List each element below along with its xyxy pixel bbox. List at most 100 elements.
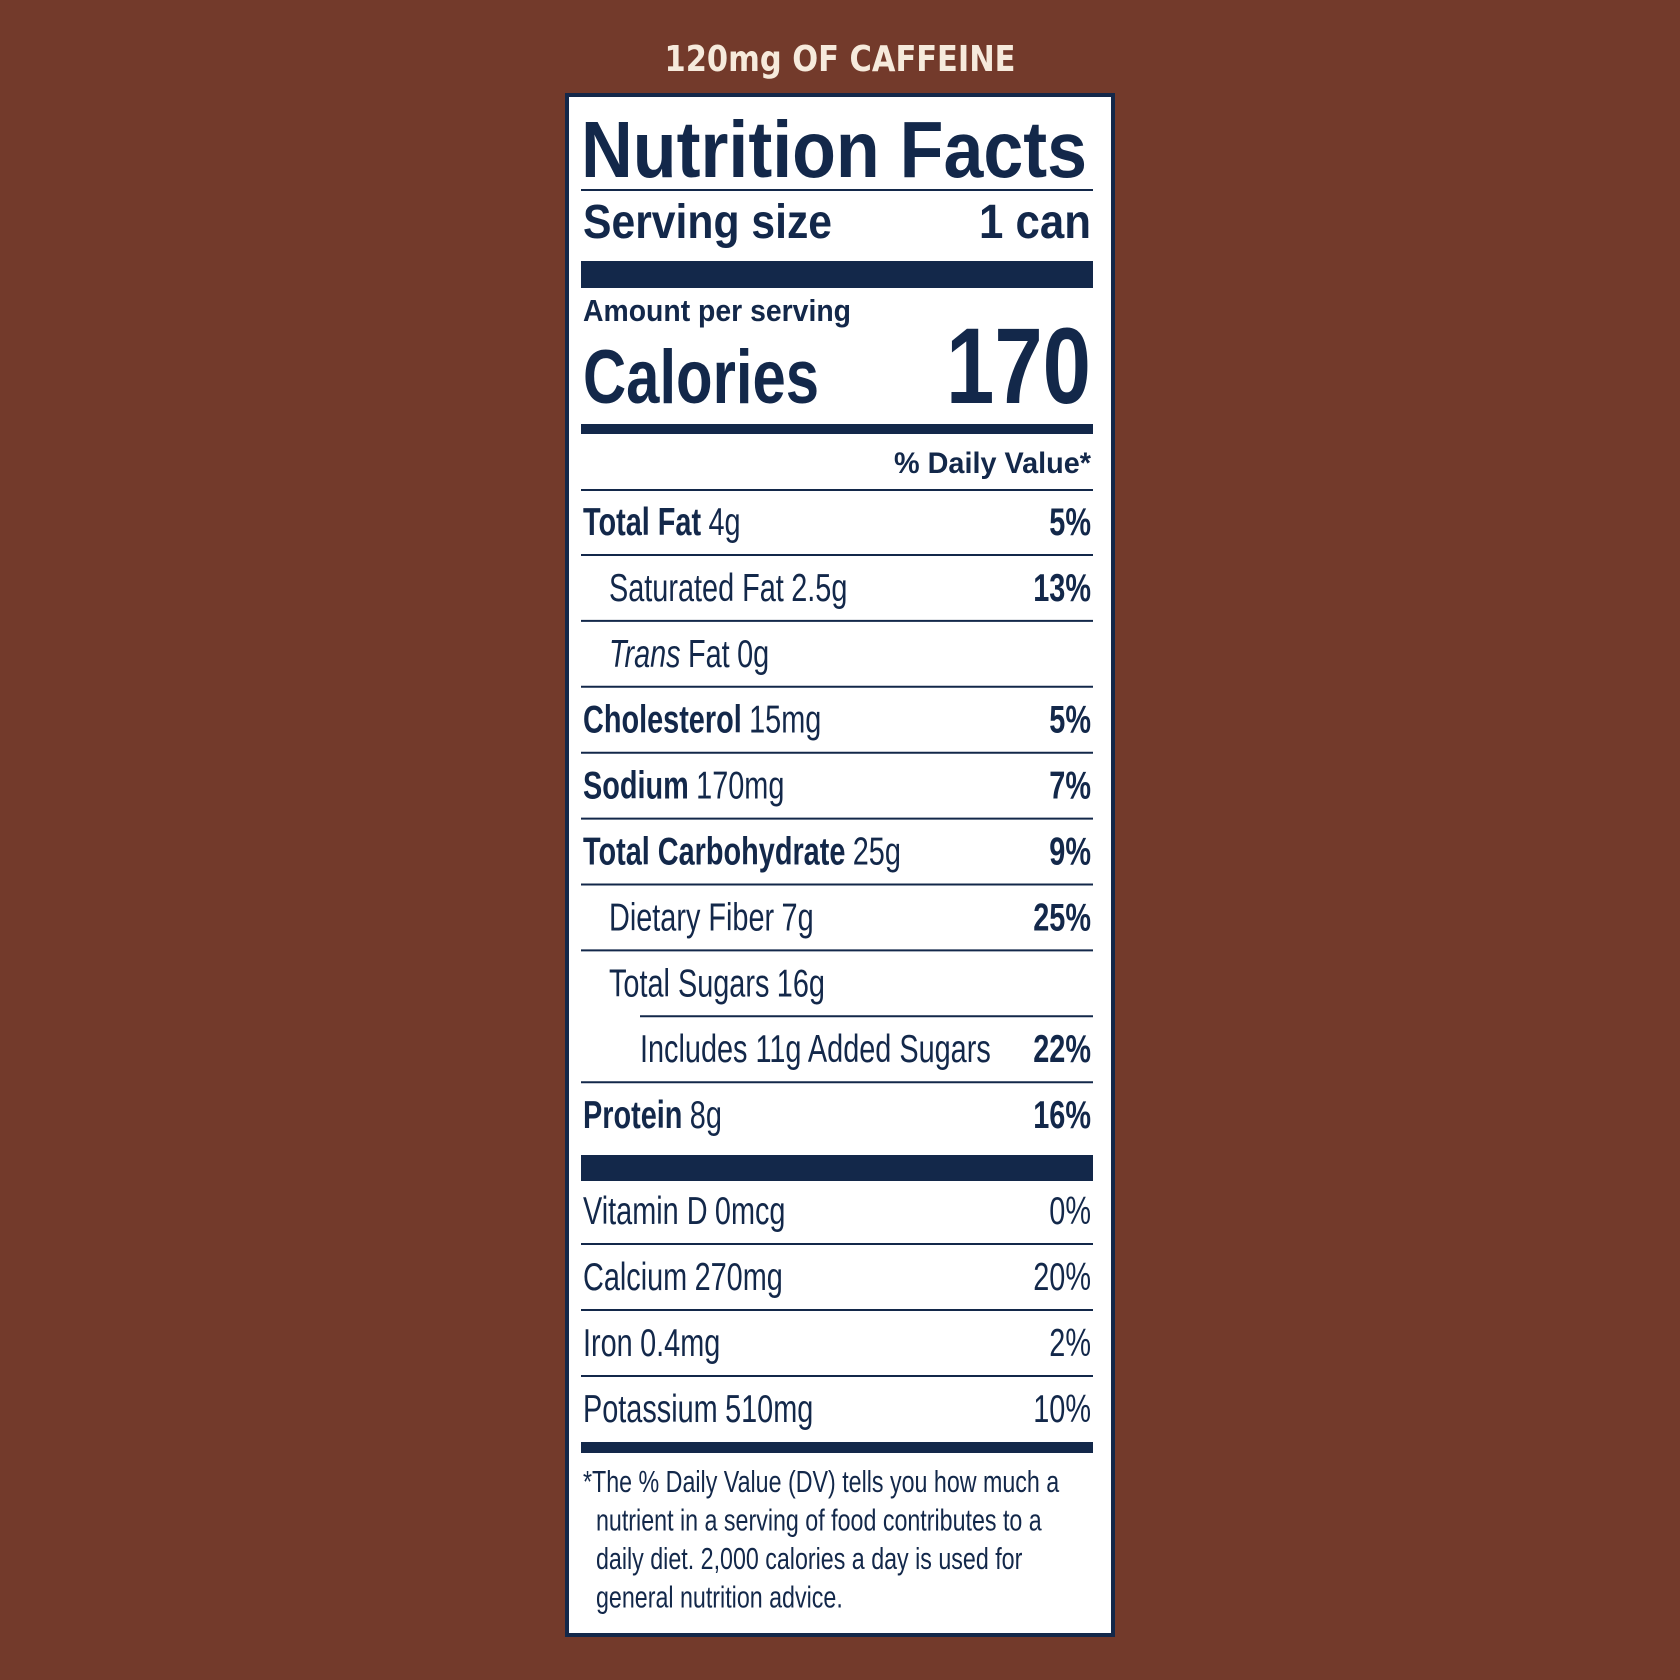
- daily-value: 7%: [1049, 764, 1091, 807]
- nutrient-label: Calcium 270mg: [583, 1256, 783, 1299]
- nutrient-name: Iron: [583, 1322, 633, 1365]
- calories-value: 170: [946, 305, 1091, 426]
- nutrient-name-italic: Trans: [609, 633, 681, 676]
- daily-value: 9%: [1049, 830, 1091, 873]
- nutrient-amount: 170mg: [696, 764, 784, 807]
- daily-value: 22%: [1033, 1028, 1091, 1071]
- caption: 120mg OF CAFFEINE: [665, 39, 1016, 80]
- nutrient-name: Total Carbohydrate: [583, 830, 845, 873]
- daily-value: 5%: [1049, 699, 1091, 742]
- nutrient-name: Fat: [688, 633, 730, 676]
- nutrient-row: Total Fat 4g: [583, 501, 741, 544]
- nutrient-label: Total Sugars 16g: [609, 962, 825, 1005]
- daily-value-cell: 20%: [1033, 1256, 1091, 1299]
- nutrient-amount: 8g: [690, 1094, 722, 1137]
- daily-value: 25%: [1033, 896, 1091, 939]
- nutrient-row: Trans Fat 0g: [609, 633, 769, 676]
- nutrient-name: Cholesterol: [583, 699, 742, 742]
- nutrient-name: Sodium: [583, 764, 689, 807]
- nutrient-label: Total Carbohydrate 25g: [583, 830, 901, 873]
- nutrient-amount: 510mg: [725, 1388, 813, 1431]
- nutrient-row: Sodium 170mg: [583, 764, 784, 807]
- footnote-line: general nutrition advice.: [596, 1579, 843, 1614]
- nutrient-amount: 4g: [708, 501, 740, 544]
- daily-value-cell: 25%: [1033, 896, 1091, 939]
- daily-value: 2%: [1049, 1322, 1091, 1365]
- nutrient-amount: 2.5g: [791, 567, 847, 610]
- daily-value-cell: 13%: [1033, 567, 1091, 610]
- serving-size-label: Serving size: [583, 196, 832, 249]
- daily-value: 5%: [1049, 501, 1091, 544]
- daily-value: 16%: [1033, 1094, 1091, 1137]
- nutrient-row: Total Carbohydrate 25g: [583, 830, 901, 873]
- thick-bar: [581, 261, 1093, 288]
- footnote-text: daily diet. 2,000 calories a day is used…: [596, 1541, 1022, 1576]
- nutrient-label: Includes 11g Added Sugars: [640, 1028, 991, 1071]
- daily-value: 20%: [1033, 1256, 1091, 1299]
- nutrient-label: Vitamin D 0mcg: [583, 1190, 786, 1233]
- nutrient-row: Total Sugars 16g: [609, 962, 825, 1005]
- nutrient-name: Calcium: [583, 1256, 687, 1299]
- nutrient-row: Includes 11g Added Sugars: [640, 1028, 991, 1071]
- nutrient-name: Potassium: [583, 1388, 718, 1431]
- nutrient-label: Iron 0.4mg: [583, 1322, 720, 1365]
- nutrient-label: Cholesterol 15mg: [583, 699, 821, 742]
- calories-label: Calories: [583, 335, 819, 420]
- daily-value-cell: 9%: [1049, 830, 1091, 873]
- footnote-text: general nutrition advice.: [596, 1579, 843, 1614]
- nutrient-label: Dietary Fiber 7g: [609, 896, 814, 939]
- footnote-text: *The % Daily Value (DV) tells you how mu…: [583, 1464, 1060, 1499]
- medium-bar: [581, 424, 1093, 434]
- nutrient-name: Saturated Fat: [609, 567, 784, 610]
- nutrient-name: Vitamin D: [583, 1190, 708, 1233]
- footnote-line: daily diet. 2,000 calories a day is used…: [596, 1541, 1022, 1576]
- nutrient-label: Protein 8g: [583, 1094, 722, 1137]
- medium-bar: [581, 1442, 1093, 1453]
- nutrient-label: Total Fat 4g: [583, 501, 741, 544]
- nutrient-row: Potassium 510mg: [583, 1388, 813, 1431]
- nutrient-amount: 16g: [777, 962, 825, 1005]
- daily-value-cell: 10%: [1033, 1388, 1091, 1431]
- nutrient-label: Saturated Fat 2.5g: [609, 567, 847, 610]
- nutrient-label: Trans Fat 0g: [609, 633, 769, 676]
- nutrient-name: Includes 11g Added Sugars: [640, 1028, 991, 1071]
- nutrient-row: Cholesterol 15mg: [583, 699, 821, 742]
- daily-value-cell: 22%: [1033, 1028, 1091, 1071]
- nutrient-amount: 0.4mg: [640, 1322, 720, 1365]
- nutrient-row: Saturated Fat 2.5g: [609, 567, 847, 610]
- nutrient-amount: 7g: [782, 896, 814, 939]
- label-title: Nutrition Facts: [581, 105, 1087, 194]
- serving-size: 1 can: [979, 196, 1091, 249]
- daily-value-cell: 5%: [1049, 699, 1091, 742]
- daily-value-cell: 5%: [1049, 501, 1091, 544]
- nutrient-label: Sodium 170mg: [583, 764, 784, 807]
- nutrient-amount: 0mcg: [715, 1190, 786, 1233]
- nutrient-amount: 25g: [853, 830, 901, 873]
- rows: Total Fat 4g 5% Saturated Fat 2.5g 13% Trans Fa…: [581, 501, 1093, 1614]
- daily-value: 0%: [1049, 1190, 1091, 1233]
- daily-value: 13%: [1033, 567, 1091, 610]
- footnote-line: *The % Daily Value (DV) tells you how mu…: [583, 1464, 1060, 1499]
- label-box: [565, 93, 1115, 1637]
- daily-value-cell: 7%: [1049, 764, 1091, 807]
- nutrient-row: Calcium 270mg: [583, 1256, 783, 1299]
- footnote-line: nutrient in a serving of food contribute…: [596, 1502, 1042, 1537]
- nutrient-row: Protein 8g: [583, 1094, 722, 1137]
- nutrient-amount: 0g: [737, 633, 769, 676]
- daily-value-header: % Daily Value*: [894, 447, 1091, 480]
- daily-value-cell: 0%: [1049, 1190, 1091, 1233]
- nutrient-row: Iron 0.4mg: [583, 1322, 720, 1365]
- daily-value-cell: 16%: [1033, 1094, 1091, 1137]
- footnote-text: nutrient in a serving of food contribute…: [596, 1502, 1042, 1537]
- nutrient-name: Protein: [583, 1094, 682, 1137]
- nutrient-amount: 15mg: [749, 699, 821, 742]
- nutrient-name: Total Sugars: [609, 962, 769, 1005]
- thick-bar: [581, 1155, 1093, 1181]
- nutrient-name: Dietary Fiber: [609, 896, 774, 939]
- nutrient-label: Potassium 510mg: [583, 1388, 813, 1431]
- nutrient-name: Total Fat: [583, 501, 701, 544]
- daily-value: 10%: [1033, 1388, 1091, 1431]
- nutrient-row: Dietary Fiber 7g: [609, 896, 814, 939]
